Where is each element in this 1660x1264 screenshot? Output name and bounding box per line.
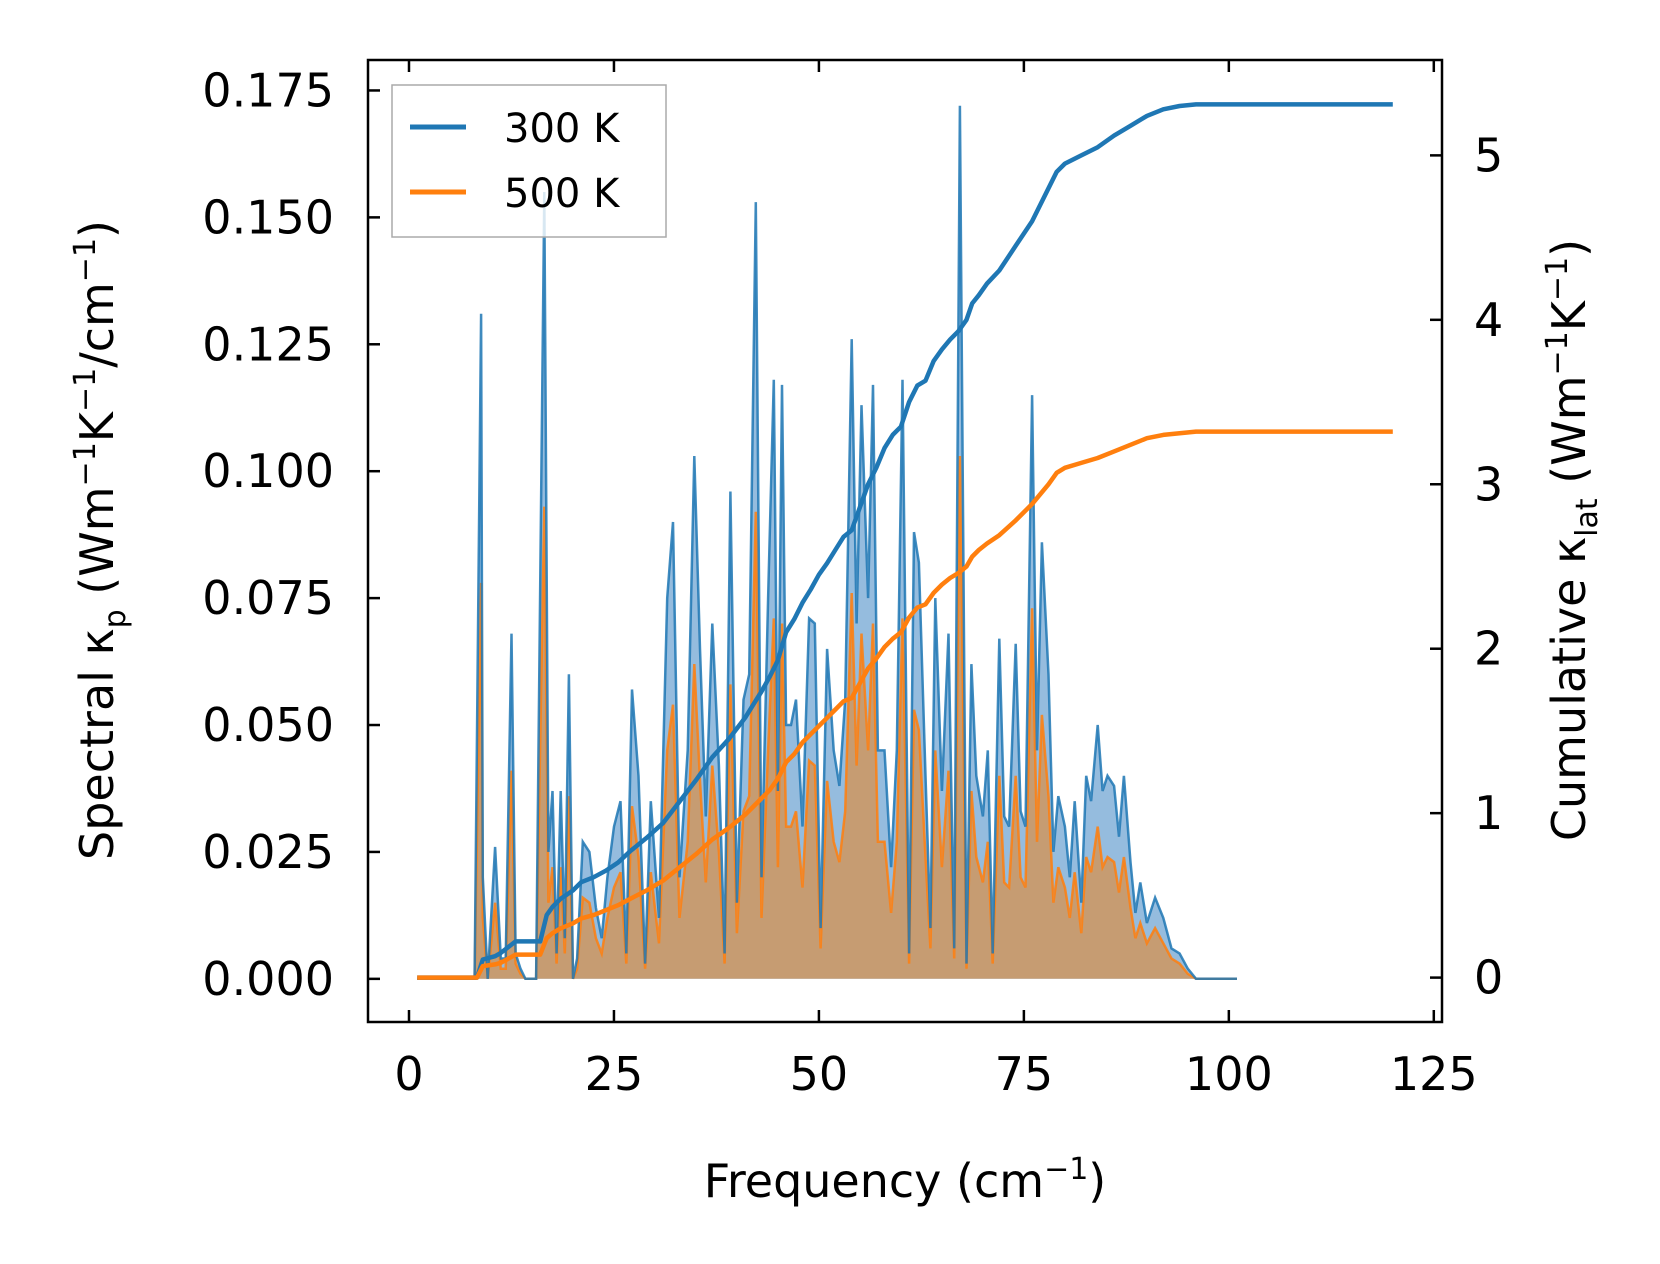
plot-frame xyxy=(366,58,1444,1024)
y-right-tick-label: 3 xyxy=(1474,457,1503,511)
x-axis-title: Frequency (cm−1) xyxy=(704,1152,1107,1208)
y-axis-right-title: Cumulative κlat (Wm−1K−1) xyxy=(1540,239,1605,841)
legend-label-300k: 300 K xyxy=(504,106,621,152)
x-tick-label: 125 xyxy=(1390,1047,1478,1101)
plot-area xyxy=(417,102,1393,981)
legend: 300 K 500 K xyxy=(391,84,667,238)
series-500k-spectral-line xyxy=(417,455,1237,981)
series-500k-spectral-fill xyxy=(417,456,1237,979)
legend-label-500k: 500 K xyxy=(504,171,621,217)
y-right-tick-label: 2 xyxy=(1474,622,1503,676)
y-right-tick-label: 1 xyxy=(1474,786,1503,840)
x-tick-label: 75 xyxy=(995,1047,1054,1101)
y-left-tick-label: 0.000 xyxy=(202,952,334,1006)
x-tick-label: 25 xyxy=(585,1047,644,1101)
series-300k-cumulative-line xyxy=(417,102,1393,980)
y-axis-left-title: Spectral κp (Wm−1K−1/cm−1) xyxy=(68,220,133,860)
series-500k-cumulative-line xyxy=(417,429,1393,980)
y-left-tick-label: 0.075 xyxy=(202,571,334,625)
y-left-tick-label: 0.175 xyxy=(202,63,334,117)
x-tick-label: 0 xyxy=(394,1047,423,1101)
y-left-tick-label: 0.050 xyxy=(202,698,334,752)
y-left-tick-label: 0.025 xyxy=(202,825,334,879)
legend-box xyxy=(391,84,667,238)
y-right-tick-label: 4 xyxy=(1474,293,1503,347)
y-right-tick-label: 5 xyxy=(1474,128,1503,182)
y-left-tick-label: 0.125 xyxy=(202,317,334,371)
x-tick-label: 100 xyxy=(1185,1047,1273,1101)
y-left-tick-label: 0.100 xyxy=(202,444,334,498)
axis-ticks: 0 25 50 75 100 1250.0000.0250.0500.0750.1000.… xyxy=(202,60,1503,1101)
x-tick-label: 50 xyxy=(790,1047,849,1101)
y-right-tick-label: 0 xyxy=(1474,951,1503,1005)
y-left-tick-label: 0.150 xyxy=(202,190,334,244)
